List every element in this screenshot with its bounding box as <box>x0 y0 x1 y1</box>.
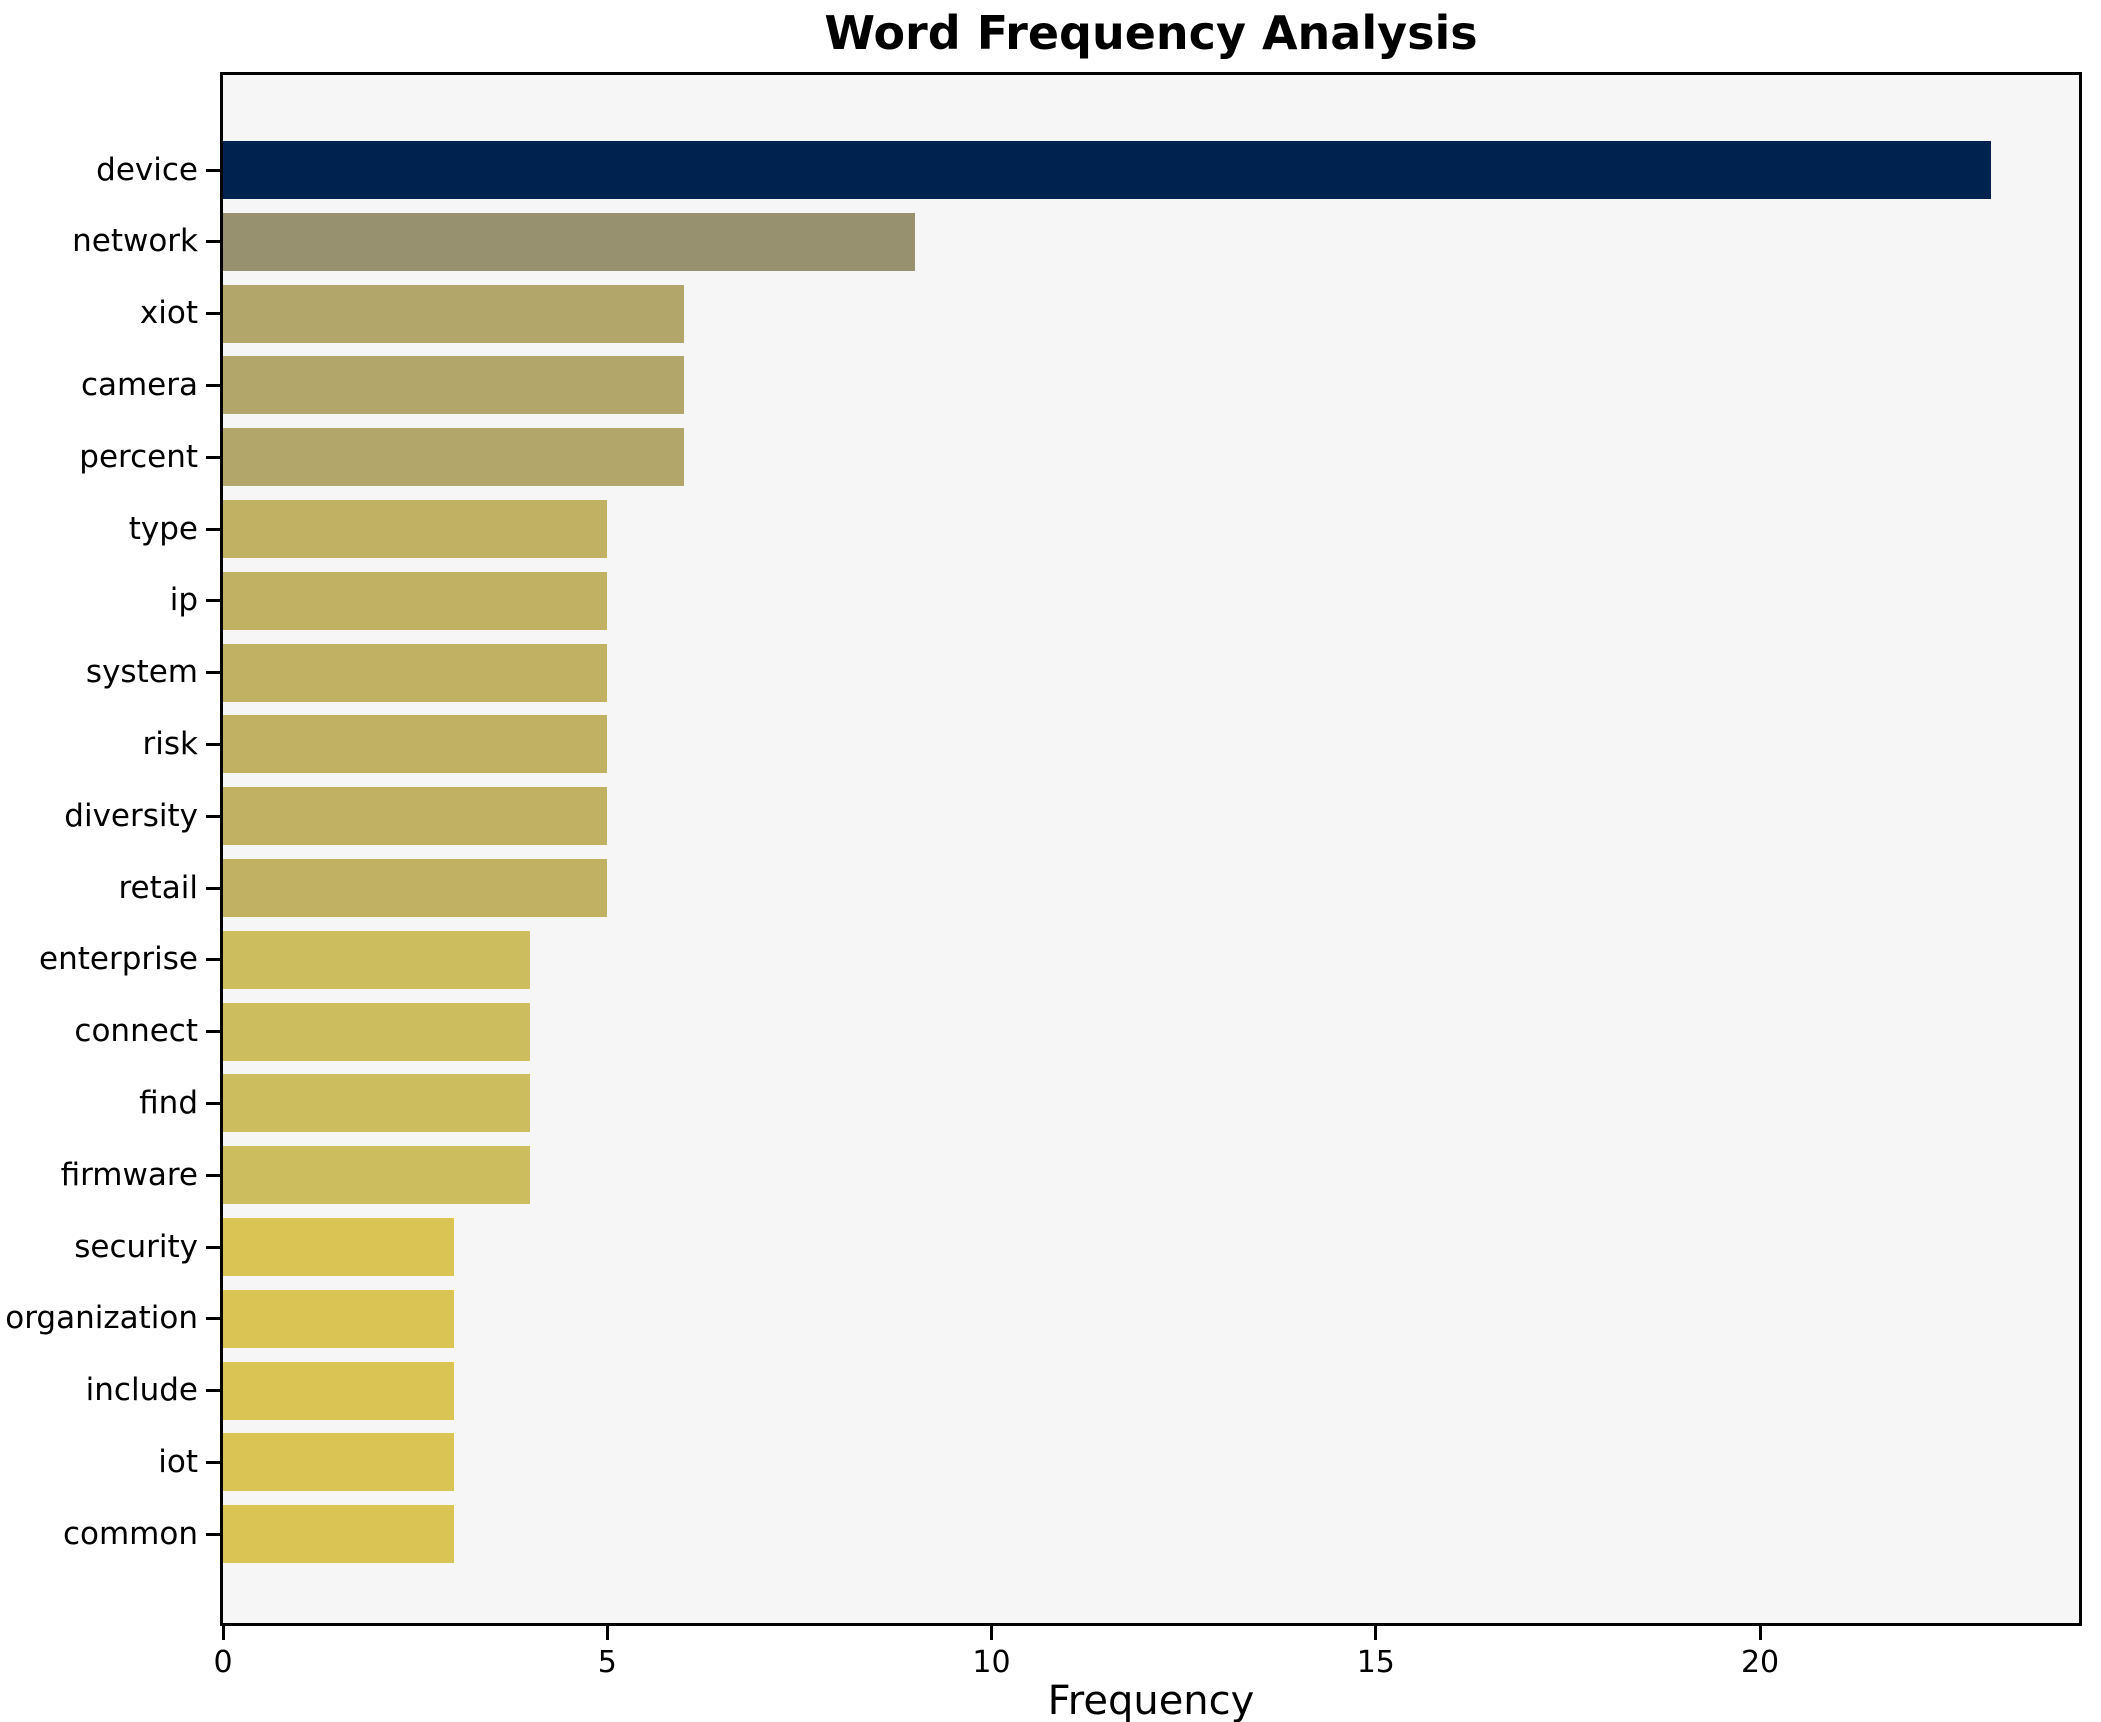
bar-firmware <box>223 1146 531 1205</box>
x-tick-mark <box>1758 1626 1762 1640</box>
x-tick-label-10: 10 <box>972 1645 1011 1680</box>
bar-iot <box>223 1433 454 1492</box>
bar-connect <box>223 1002 531 1061</box>
y-tick-label-firmware: firmware <box>60 1156 198 1193</box>
y-tick-label-type: type <box>128 510 198 547</box>
y-tick-mark <box>206 240 220 244</box>
y-tick-label-include: include <box>85 1372 198 1409</box>
bar-percent <box>223 428 685 487</box>
bar-type <box>223 500 608 558</box>
y-tick-mark <box>206 1460 220 1464</box>
bar-network <box>223 212 915 271</box>
x-tick-mark <box>990 1626 994 1640</box>
y-tick-label-organization: organization <box>5 1300 198 1337</box>
y-tick-label-iot: iot <box>158 1443 198 1480</box>
y-tick-mark <box>206 1245 220 1249</box>
x-tick-mark <box>1374 1626 1378 1640</box>
y-tick-mark <box>206 1389 220 1393</box>
bar-security <box>223 1218 454 1276</box>
x-tick-mark <box>221 1626 225 1640</box>
y-tick-label-percent: percent <box>79 438 198 475</box>
y-tick-mark <box>206 886 220 890</box>
y-tick-label-camera: camera <box>80 366 198 403</box>
y-tick-label-risk: risk <box>142 725 198 762</box>
y-tick-label-diversity: diversity <box>64 797 198 834</box>
chart-title: Word Frequency Analysis <box>824 6 1478 60</box>
y-tick-mark <box>206 383 220 387</box>
y-tick-label-enterprise: enterprise <box>39 941 198 978</box>
bar-system <box>223 643 608 702</box>
y-tick-label-retail: retail <box>118 869 198 906</box>
y-tick-label-ip: ip <box>169 582 198 619</box>
y-tick-label-find: find <box>139 1084 198 1121</box>
y-tick-label-device: device <box>96 151 198 188</box>
bar-organization <box>223 1289 454 1348</box>
x-tick-label-20: 20 <box>1740 1645 1780 1680</box>
y-tick-label-xiot: xiot <box>139 295 198 332</box>
bar-diversity <box>223 787 608 846</box>
bar-enterprise <box>223 930 531 989</box>
bar-include <box>223 1361 454 1420</box>
bar-risk <box>223 715 608 774</box>
bar-camera <box>223 356 685 415</box>
y-tick-label-common: common <box>62 1515 198 1552</box>
bar-retail <box>223 859 608 917</box>
bar-xiot <box>223 284 685 343</box>
y-tick-mark <box>206 455 220 459</box>
bar-device <box>223 141 1991 199</box>
y-tick-mark <box>206 312 220 316</box>
y-tick-mark <box>206 527 220 531</box>
y-tick-mark <box>206 599 220 603</box>
y-tick-mark <box>206 1030 220 1034</box>
x-tick-label-5: 5 <box>597 1645 617 1680</box>
y-tick-mark <box>206 1101 220 1105</box>
y-tick-mark <box>206 671 220 675</box>
y-tick-mark <box>206 958 220 962</box>
x-tick-mark <box>605 1626 609 1640</box>
y-tick-label-security: security <box>74 1228 198 1265</box>
y-tick-mark <box>206 814 220 818</box>
y-tick-mark <box>206 1532 220 1536</box>
y-tick-label-connect: connect <box>74 1013 198 1050</box>
y-tick-mark <box>206 742 220 746</box>
y-tick-mark <box>206 168 220 172</box>
x-axis-title: Frequency <box>1047 1678 1255 1722</box>
x-tick-label-15: 15 <box>1356 1645 1395 1680</box>
x-tick-label-0: 0 <box>213 1645 233 1680</box>
y-tick-mark <box>206 1317 220 1321</box>
bar-ip <box>223 571 608 630</box>
plot-area <box>220 72 2082 1626</box>
bar-find <box>223 1074 531 1133</box>
y-tick-label-network: network <box>72 223 198 260</box>
bar-common <box>223 1505 454 1564</box>
y-tick-label-system: system <box>85 654 198 691</box>
y-tick-mark <box>206 1173 220 1177</box>
